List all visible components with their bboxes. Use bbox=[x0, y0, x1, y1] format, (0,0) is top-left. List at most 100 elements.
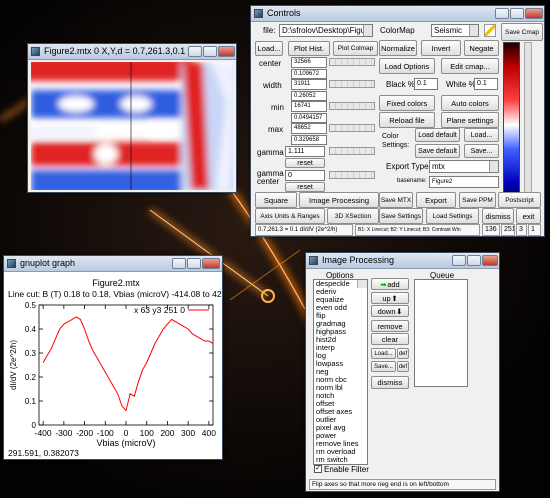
input[interactable]: 48652 bbox=[291, 123, 327, 134]
list-item[interactable]: norm lbl bbox=[316, 383, 343, 392]
button[interactable]: Edit cmap... bbox=[441, 58, 499, 74]
list-item[interactable]: interp bbox=[316, 343, 335, 352]
button[interactable]: Load... bbox=[255, 41, 283, 56]
input[interactable]: 1.111 bbox=[285, 146, 325, 157]
button[interactable]: Save MTX bbox=[379, 192, 413, 208]
minimize-button[interactable] bbox=[452, 255, 466, 266]
list-item[interactable]: neg bbox=[316, 367, 329, 376]
button[interactable]: reset bbox=[285, 182, 325, 192]
checkbox[interactable]: ✓ bbox=[314, 465, 322, 473]
button[interactable]: Export bbox=[416, 192, 456, 208]
button[interactable]: dismiss bbox=[482, 208, 514, 224]
slider[interactable] bbox=[329, 58, 375, 66]
slider[interactable] bbox=[329, 171, 375, 179]
button[interactable]: reset bbox=[285, 158, 325, 168]
input[interactable]: 16741 bbox=[291, 101, 327, 112]
options-list[interactable]: despeckle ederiv equalize even odd flip gradm… bbox=[313, 279, 368, 465]
slider[interactable] bbox=[329, 124, 375, 132]
maximize-button[interactable] bbox=[510, 8, 524, 19]
list-item[interactable]: notch bbox=[316, 391, 335, 400]
button[interactable]: Normalize bbox=[379, 40, 417, 56]
export-type-select[interactable]: mtx bbox=[429, 160, 499, 173]
button[interactable]: dismiss bbox=[371, 376, 409, 389]
close-button[interactable] bbox=[525, 8, 543, 19]
button[interactable]: Save Cmap bbox=[501, 23, 543, 41]
button[interactable]: Load default bbox=[415, 128, 460, 142]
button[interactable]: Save... bbox=[464, 144, 499, 158]
queue-list[interactable] bbox=[414, 279, 468, 387]
maximize-button[interactable] bbox=[467, 255, 481, 266]
list-item[interactable]: flip bbox=[316, 311, 326, 320]
button[interactable]: Load... bbox=[371, 348, 396, 359]
scrollbar[interactable] bbox=[357, 280, 367, 288]
list-item[interactable]: even odd bbox=[316, 303, 347, 312]
button[interactable]: Load Options bbox=[379, 58, 435, 74]
button[interactable]: Square bbox=[255, 192, 297, 208]
list-item[interactable]: pixel avg bbox=[316, 423, 346, 432]
button[interactable]: clear bbox=[371, 333, 409, 345]
edit-icon[interactable] bbox=[484, 24, 496, 37]
input[interactable]: 31911 bbox=[291, 79, 327, 90]
button[interactable]: down ⬇ bbox=[371, 305, 409, 317]
button[interactable]: Save PPM bbox=[459, 192, 496, 208]
list-item[interactable]: despeckle bbox=[316, 279, 350, 288]
button[interactable]: Reload file bbox=[379, 112, 435, 128]
close-button[interactable] bbox=[482, 255, 498, 266]
maximize-button[interactable] bbox=[187, 258, 201, 269]
list-item[interactable]: hist2d bbox=[316, 335, 337, 344]
list-item[interactable]: offset bbox=[316, 399, 335, 408]
close-button[interactable] bbox=[218, 46, 235, 57]
list-item[interactable]: equalize bbox=[316, 295, 344, 304]
list-item[interactable]: rm switch bbox=[316, 455, 348, 464]
colormap-image[interactable] bbox=[31, 62, 233, 190]
button[interactable]: Axis Units & Ranges bbox=[255, 208, 325, 224]
button[interactable]: Load Settings bbox=[426, 208, 479, 224]
button[interactable]: Fixed colors bbox=[379, 95, 435, 111]
list-item[interactable]: norm cbc bbox=[316, 375, 347, 384]
input[interactable]: 32566 bbox=[291, 57, 327, 68]
button[interactable]: def bbox=[397, 348, 409, 359]
list-item[interactable]: rm overload bbox=[316, 447, 356, 456]
button[interactable]: Save... bbox=[371, 361, 396, 372]
button[interactable]: up ⬆ bbox=[371, 292, 409, 304]
list-item[interactable]: remove lines bbox=[316, 439, 359, 448]
colormap-select[interactable]: Seismic bbox=[431, 24, 479, 37]
maximize-button[interactable] bbox=[203, 46, 217, 57]
slider[interactable] bbox=[329, 102, 375, 110]
button[interactable]: remove bbox=[371, 320, 409, 332]
input[interactable]: 0.1 bbox=[474, 78, 498, 90]
input[interactable]: Figure2 bbox=[429, 176, 499, 188]
button[interactable]: def bbox=[397, 361, 409, 372]
file-select[interactable]: D:\sfrolov\Desktop\Figure: bbox=[279, 24, 373, 37]
minimize-button[interactable] bbox=[495, 8, 509, 19]
close-button[interactable] bbox=[202, 258, 220, 269]
minimize-button[interactable] bbox=[172, 258, 186, 269]
button[interactable]: Auto colors bbox=[441, 95, 499, 111]
list-item[interactable]: ederiv bbox=[316, 287, 337, 296]
minimize-button[interactable] bbox=[188, 46, 202, 57]
button[interactable]: Load... bbox=[464, 128, 499, 142]
list-item[interactable]: log bbox=[316, 351, 327, 360]
list-item[interactable]: power bbox=[316, 431, 337, 440]
slider[interactable] bbox=[329, 147, 375, 155]
button[interactable]: Negate bbox=[464, 40, 499, 56]
button[interactable]: exit bbox=[516, 208, 541, 224]
colorbar[interactable] bbox=[503, 42, 520, 208]
button[interactable]: Save default bbox=[415, 144, 460, 158]
button[interactable]: ➡ add bbox=[371, 278, 409, 290]
button[interactable]: 3D XSection bbox=[327, 208, 379, 224]
input[interactable]: 0 bbox=[285, 170, 325, 181]
slider[interactable] bbox=[329, 80, 375, 88]
button[interactable]: Invert bbox=[421, 40, 461, 56]
button[interactable]: Postscript bbox=[498, 192, 541, 208]
input[interactable]: 0.1 bbox=[414, 78, 438, 90]
button[interactable]: Save Settings bbox=[379, 208, 423, 224]
list-item[interactable]: highpass bbox=[316, 327, 347, 336]
button[interactable]: Plot Colmap bbox=[333, 41, 378, 56]
button[interactable]: Plane settings bbox=[441, 112, 499, 128]
list-item[interactable]: offset axes bbox=[316, 407, 353, 416]
list-item[interactable]: outlier bbox=[316, 415, 337, 424]
list-item[interactable]: lowpass bbox=[316, 359, 344, 368]
button[interactable]: Image Processing bbox=[299, 192, 379, 208]
list-item[interactable]: gradmag bbox=[316, 319, 346, 328]
